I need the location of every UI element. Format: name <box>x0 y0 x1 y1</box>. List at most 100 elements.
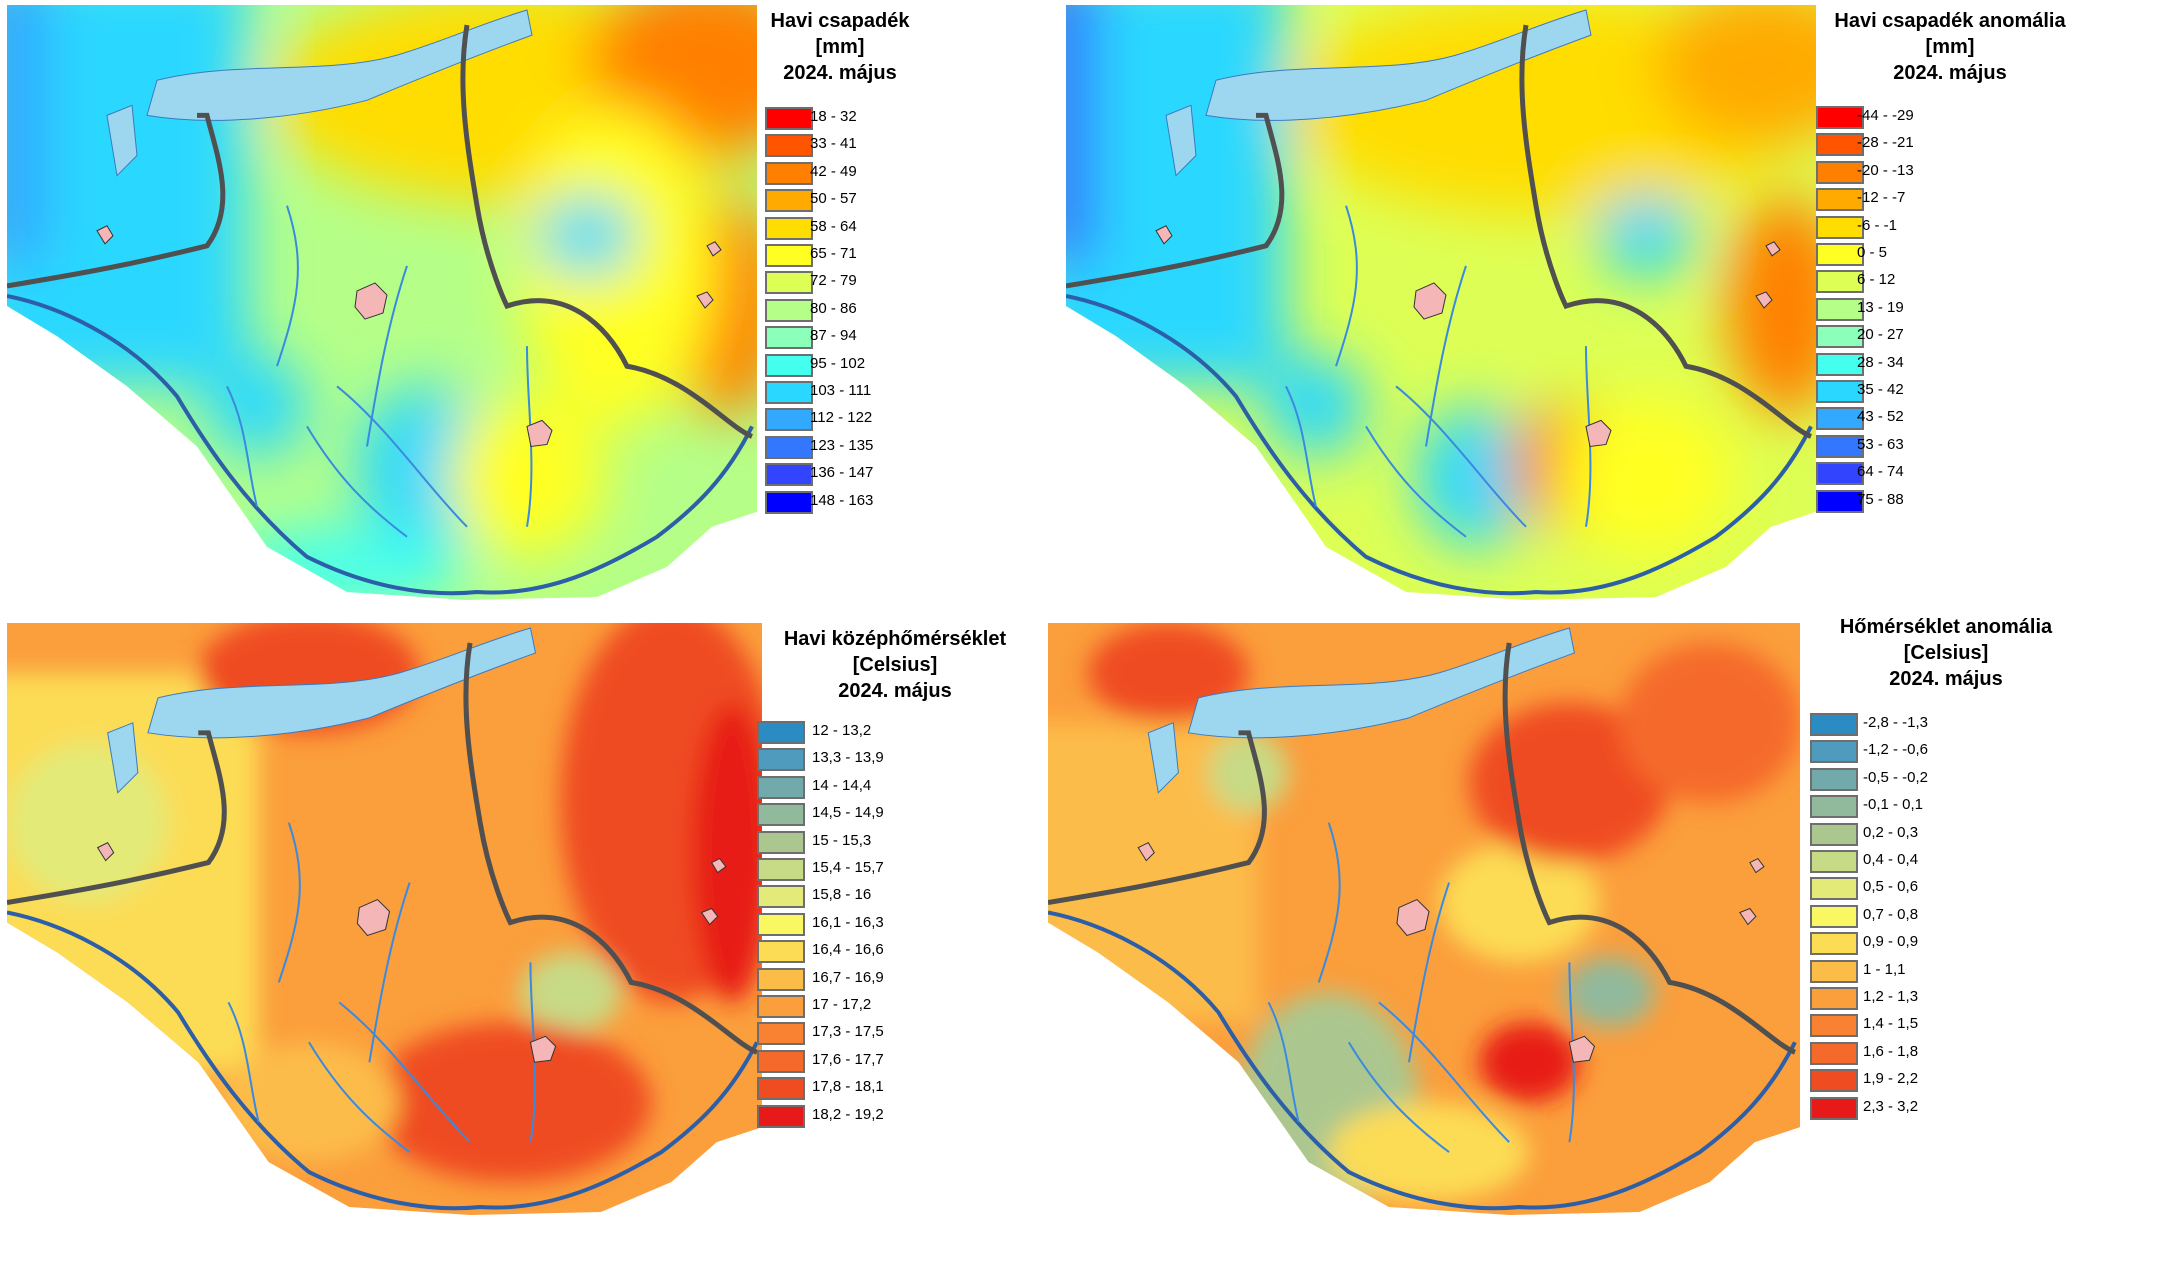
legend-swatch <box>1810 1096 1858 1120</box>
legend-title-line: [Celsius] <box>1903 642 1989 664</box>
legend-swatch <box>1816 462 1864 486</box>
legend-label: -12 - -7 <box>1857 189 1906 207</box>
legend-swatch <box>757 1022 805 1046</box>
legend-label: 148 - 163 <box>810 491 874 509</box>
legend-swatch <box>1816 434 1864 458</box>
legend-label: 33 - 41 <box>810 135 857 153</box>
legend-swatch <box>765 326 813 350</box>
legend-label: 18,2 - 19,2 <box>812 1105 884 1123</box>
legend-label: 18 - 32 <box>810 108 857 125</box>
legend-swatch <box>1816 297 1864 321</box>
legend-title-line: Havi csapadék anomália <box>1834 10 2066 32</box>
legend-label: -44 - -29 <box>1857 107 1914 124</box>
legend-label: 0,9 - 0,9 <box>1863 933 1919 951</box>
legend-swatch <box>1816 243 1864 266</box>
legend-swatch <box>1810 850 1858 873</box>
legend-swatch <box>1810 932 1858 956</box>
legend-swatch <box>1816 106 1864 129</box>
legend-title-line: 2024. május <box>783 62 897 84</box>
legend-title-line: [Celsius] <box>852 654 938 676</box>
legend-label: 0,5 - 0,6 <box>1863 878 1919 896</box>
legend-title-line: 2024. május <box>1889 668 2003 690</box>
legend-label: 136 - 147 <box>810 464 874 482</box>
legend-swatch <box>757 1077 805 1101</box>
legend-swatch <box>1810 713 1858 736</box>
legend-label: 17,3 - 17,5 <box>812 1023 884 1041</box>
legend-label: 16,4 - 16,6 <box>812 941 884 959</box>
legend-swatch <box>757 830 805 854</box>
legend-swatch <box>1810 740 1858 764</box>
legend-swatch <box>757 967 805 991</box>
legend-label: -20 - -13 <box>1857 161 1914 179</box>
legend-swatch <box>757 748 805 772</box>
legend-swatch <box>757 1104 805 1128</box>
legend-swatch <box>1816 160 1864 184</box>
legend-swatch <box>1816 215 1864 239</box>
legend-label: 0,2 - 0,3 <box>1863 823 1919 841</box>
legend-swatch <box>1810 1041 1858 1065</box>
legend-label: 15,4 - 15,7 <box>812 859 884 876</box>
legend-label: 17 - 17,2 <box>812 996 872 1013</box>
legend-label: 43 - 52 <box>1857 408 1904 426</box>
legend-title-line: [mm] <box>815 36 865 58</box>
legend-label: 13 - 19 <box>1857 298 1904 316</box>
legend-label: 14 - 14,4 <box>812 776 872 794</box>
legend-swatch <box>757 940 805 964</box>
legend-swatch <box>1816 188 1864 212</box>
legend-swatch <box>765 298 813 322</box>
legend-label: -2,8 - -1,3 <box>1863 714 1929 731</box>
legend-label: 20 - 27 <box>1857 326 1904 344</box>
legend-swatch <box>1816 407 1864 431</box>
legend-label: -28 - -21 <box>1857 134 1914 152</box>
legend-title: Havi középhőmérséklet [Celsius] 2024. máju… <box>695 626 1095 704</box>
legend-swatch <box>765 435 813 459</box>
legend-swatch <box>765 353 813 377</box>
legend-title-line: Havi csapadék <box>770 10 910 32</box>
legend-swatch <box>1816 325 1864 349</box>
legend-swatch <box>1816 270 1864 294</box>
legend-swatch <box>757 721 805 744</box>
legend-label: 72 - 79 <box>810 272 857 290</box>
legend-label: 53 - 63 <box>1857 435 1904 453</box>
legend-swatch <box>757 775 805 799</box>
legend-title-line: Hőmérséklet anomália <box>1839 616 2053 638</box>
legend-swatch <box>757 885 805 909</box>
legend-title: Hőmérséklet anomália [Celsius] 2024. május <box>1746 614 2146 692</box>
legend-label: -1,2 - -0,6 <box>1863 741 1929 759</box>
legend-label: 2,3 - 3,2 <box>1863 1097 1919 1115</box>
legend-label: -0,1 - 0,1 <box>1863 796 1924 814</box>
legend-label: 16,1 - 16,3 <box>812 913 884 931</box>
legend-swatch <box>765 216 813 240</box>
legend-swatch <box>757 912 805 936</box>
legend-swatch <box>1810 959 1858 983</box>
legend-label: 103 - 111 <box>810 382 872 399</box>
legend-label: 112 - 122 <box>810 409 873 427</box>
legend-swatch <box>1816 352 1864 376</box>
legend-label: 65 - 71 <box>810 245 857 262</box>
legend-label: -0,5 - -0,2 <box>1863 768 1929 786</box>
legend-label: 87 - 94 <box>810 327 857 345</box>
legend-swatch <box>1810 767 1858 791</box>
legend-swatch <box>1816 133 1864 157</box>
legend-label: 75 - 88 <box>1857 490 1904 508</box>
legend-title-line: Havi középhőmérséklet <box>783 628 1007 650</box>
legend-swatch <box>765 271 813 295</box>
legend-label: 0,7 - 0,8 <box>1863 905 1919 923</box>
legend-label: 0 - 5 <box>1857 244 1888 261</box>
legend-swatch <box>765 161 813 185</box>
legend-label: 12 - 13,2 <box>812 722 872 739</box>
precipitation-map <box>7 5 757 600</box>
legend-swatch <box>765 490 813 514</box>
legend-swatch <box>1810 987 1858 1010</box>
precipitation-anomaly-map <box>1066 5 1816 600</box>
legend-swatch <box>1810 1014 1858 1038</box>
legend-swatch <box>757 803 805 827</box>
legend-label: 1 - 1,1 <box>1863 960 1906 978</box>
legend-label: 28 - 34 <box>1857 353 1904 371</box>
legend-label: 15 - 15,3 <box>812 831 872 849</box>
legend-title-line: 2024. május <box>838 680 952 702</box>
legend-label: 6 - 12 <box>1857 271 1896 289</box>
legend-label: 17,8 - 18,1 <box>812 1078 884 1096</box>
temperature-anomaly-map <box>1048 623 1800 1215</box>
legend-label: 14,5 - 14,9 <box>812 804 884 822</box>
